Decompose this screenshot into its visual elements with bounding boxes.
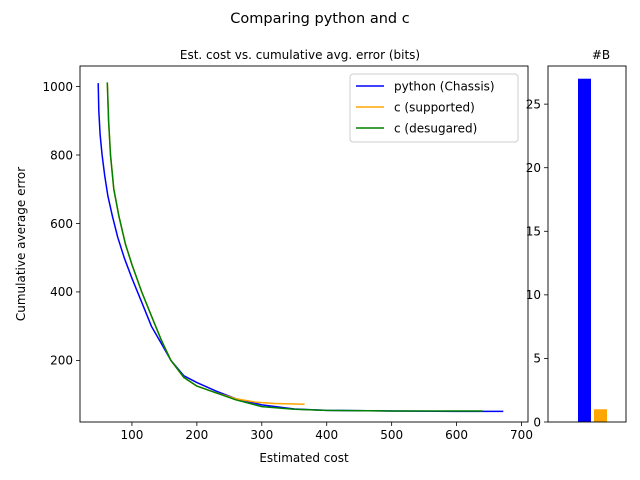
bar-y-tick-label: 10 bbox=[526, 288, 541, 302]
legend-label-c-desugared: c (desugared) bbox=[394, 122, 477, 136]
legend: python (Chassis) c (supported) c (desuga… bbox=[349, 73, 519, 143]
bar-chart-frame bbox=[547, 65, 627, 423]
bar-0 bbox=[578, 78, 591, 422]
line-chart-title: Est. cost vs. cumulative avg. error (bit… bbox=[180, 48, 420, 62]
x-tick-label: 500 bbox=[380, 428, 403, 442]
y-tick-label: 400 bbox=[50, 285, 73, 299]
y-axis-ticks: 200 400 600 800 1000 bbox=[42, 80, 80, 368]
bar-1 bbox=[594, 409, 607, 422]
x-tick-label: 200 bbox=[185, 428, 208, 442]
bar-y-axis-ticks: 0 5 10 15 20 25 bbox=[526, 97, 548, 429]
x-tick-label: 100 bbox=[120, 428, 143, 442]
y-tick-label: 1000 bbox=[42, 80, 73, 94]
bar-y-tick-label: 20 bbox=[526, 161, 541, 175]
bar-y-tick-label: 15 bbox=[526, 225, 541, 239]
x-tick-label: 600 bbox=[445, 428, 468, 442]
x-tick-label: 400 bbox=[315, 428, 338, 442]
figure-suptitle: Comparing python and c bbox=[230, 11, 409, 27]
series-line-c-desugared bbox=[106, 82, 483, 412]
line-chart-series-group bbox=[97, 82, 504, 413]
y-tick-label: 600 bbox=[50, 217, 73, 231]
line-chart-frame bbox=[79, 65, 529, 423]
x-axis-label: Estimated cost bbox=[259, 451, 349, 465]
bar-group bbox=[578, 78, 607, 422]
bar-chart-title: #B bbox=[592, 48, 610, 62]
legend-label-c-supported: c (supported) bbox=[394, 101, 475, 115]
bar-y-tick-label: 25 bbox=[526, 97, 541, 111]
bar-y-tick-label: 0 bbox=[533, 415, 541, 429]
x-axis-ticks: 100 200 300 400 500 600 700 bbox=[120, 422, 533, 442]
line-chart: Est. cost vs. cumulative avg. error (bit… bbox=[14, 48, 533, 465]
legend-frame bbox=[349, 73, 519, 143]
y-tick-label: 800 bbox=[50, 148, 73, 162]
bar-y-tick-label: 5 bbox=[533, 352, 541, 366]
y-axis-label: Cumulative average error bbox=[14, 167, 28, 321]
legend-label-python: python (Chassis) bbox=[394, 80, 495, 94]
bar-chart: #B 0 5 10 15 20 25 bbox=[526, 48, 627, 429]
x-tick-label: 700 bbox=[510, 428, 533, 442]
y-tick-label: 200 bbox=[50, 354, 73, 368]
x-tick-label: 300 bbox=[250, 428, 273, 442]
